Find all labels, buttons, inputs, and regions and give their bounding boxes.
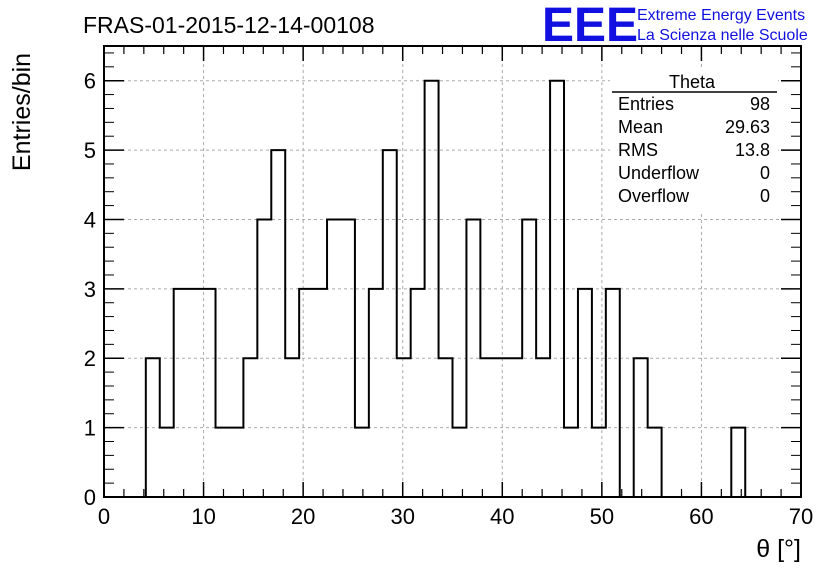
y-tick-label: 0 xyxy=(84,485,96,510)
x-tick-label: 40 xyxy=(490,504,514,529)
tick-labels: 0 10 20 30 40 50 60 70 0 1 2 3 4 5 6 xyxy=(84,69,813,529)
histogram-bin xyxy=(243,358,257,497)
x-tick-label: 50 xyxy=(590,504,614,529)
stats-row-value: 29.63 xyxy=(725,117,770,137)
histogram-bin xyxy=(439,358,453,497)
x-axis-label: θ [°] xyxy=(756,535,801,563)
histogram-bin xyxy=(564,428,578,497)
x-tick-label: 30 xyxy=(390,504,414,529)
stats-title: Theta xyxy=(669,72,716,92)
histogram-bin xyxy=(299,289,313,497)
histogram-bin xyxy=(188,289,202,497)
y-tick-label: 6 xyxy=(84,69,96,94)
stats-rows: Entries 98 Mean 29.63 RMS 13.8 Underflow 0 Overf… xyxy=(618,94,770,206)
y-tick-label: 3 xyxy=(84,277,96,302)
x-tick-label: 70 xyxy=(789,504,813,529)
histogram-bin xyxy=(578,289,592,497)
histogram-bin xyxy=(146,358,160,497)
stats-box: Theta Entries 98 Mean 29.63 RMS 13.8 Underflow… xyxy=(610,70,778,212)
histogram-bin xyxy=(160,428,174,497)
histogram-bin xyxy=(397,358,411,497)
eee-logo: EEE xyxy=(542,0,638,52)
histogram-series xyxy=(144,79,747,498)
histogram-bin xyxy=(508,358,522,497)
stats-row-label: Entries xyxy=(618,94,674,114)
x-tick-label: 20 xyxy=(291,504,315,529)
brand-line-2: La Scienza nelle Scuole xyxy=(637,27,808,44)
histogram-bin xyxy=(313,289,327,497)
stats-row-value: 0 xyxy=(760,186,770,206)
histogram-bin xyxy=(383,150,397,497)
stats-row-value: 13.8 xyxy=(735,140,770,160)
y-tick-label: 5 xyxy=(84,138,96,163)
histogram-bin xyxy=(480,358,494,497)
x-tick-label: 0 xyxy=(98,504,110,529)
histogram-bin xyxy=(257,219,271,497)
stats-row-label: Mean xyxy=(618,117,663,137)
histogram-bin xyxy=(285,358,299,497)
histogram-bin xyxy=(494,358,508,497)
histogram-bin xyxy=(327,219,341,497)
histogram-bin xyxy=(731,428,745,497)
histogram-bin xyxy=(216,428,230,497)
axis-ticks xyxy=(103,46,802,498)
histogram-bin xyxy=(369,289,383,497)
histogram-bin xyxy=(634,358,648,497)
brand-line-1: Extreme Energy Events xyxy=(637,7,805,24)
chart-title: FRAS-01-2015-12-14-00108 xyxy=(83,12,375,38)
histogram-bin xyxy=(453,428,467,497)
stats-row-label: Overflow xyxy=(618,186,690,206)
y-tick-label: 2 xyxy=(84,346,96,371)
stats-row-label: Underflow xyxy=(618,163,700,183)
histogram-bin xyxy=(341,219,355,497)
brand-logo-group: EEE Extreme Energy Events La Scienza nel… xyxy=(542,0,808,52)
histogram-bin xyxy=(550,81,564,497)
histogram-bin xyxy=(592,428,606,497)
histogram-bin xyxy=(174,289,188,497)
histogram-outline xyxy=(144,79,747,498)
stats-row-value: 98 xyxy=(750,94,770,114)
y-tick-label: 4 xyxy=(84,207,96,232)
y-tick-label: 1 xyxy=(84,416,96,441)
histogram-bin xyxy=(606,289,620,497)
histogram-bin xyxy=(355,428,369,497)
y-axis-label: Entries/bin xyxy=(8,53,36,171)
histogram-bin xyxy=(411,289,425,497)
stats-box-background xyxy=(610,70,778,212)
x-tick-label: 60 xyxy=(689,504,713,529)
histogram-bin xyxy=(536,358,550,497)
histogram-bin xyxy=(522,219,536,497)
histogram-bin xyxy=(648,428,662,497)
stats-row-label: RMS xyxy=(618,140,658,160)
histogram-bin xyxy=(202,289,216,497)
stats-row-value: 0 xyxy=(760,163,770,183)
plot-frame xyxy=(103,45,802,498)
histogram-bin xyxy=(271,150,285,497)
histogram-bin xyxy=(466,219,480,497)
histogram-bin xyxy=(229,428,243,497)
x-tick-label: 10 xyxy=(191,504,215,529)
histogram-bin xyxy=(425,81,439,497)
